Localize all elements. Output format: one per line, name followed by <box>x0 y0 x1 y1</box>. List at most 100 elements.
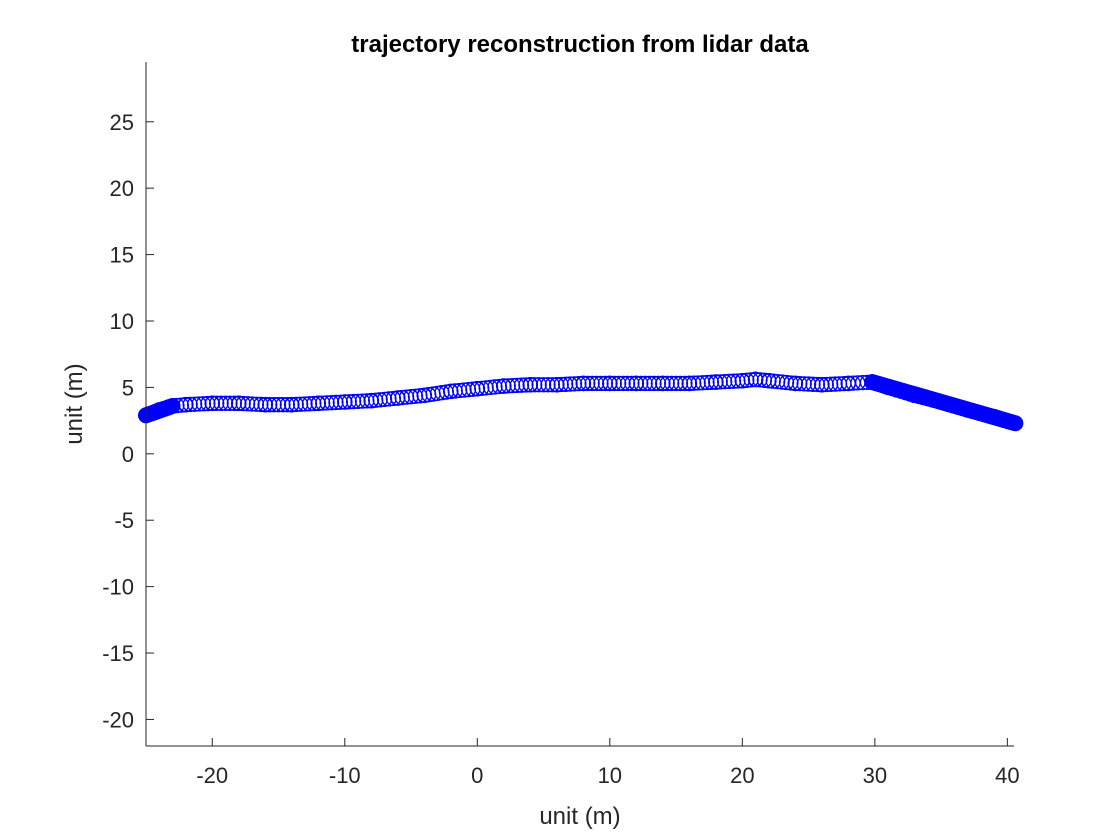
trajectory-point <box>496 378 512 394</box>
trajectory-marker <box>226 395 242 411</box>
trajectory-marker <box>739 372 755 388</box>
trajectory-marker <box>222 395 238 411</box>
trajectory-marker <box>248 396 265 412</box>
trajectory-marker <box>650 375 667 392</box>
trajectory-marker <box>566 376 583 392</box>
axes: -20 -10 0 10 20 30 40 -20 -15 -10 -5 0 5 10 15 20 25 <box>102 62 1020 788</box>
trajectory-point <box>655 375 671 392</box>
trajectory-marker <box>646 375 662 392</box>
trajectory-marker <box>611 375 627 392</box>
y-tick-label: 5 <box>122 375 134 400</box>
trajectory-marker-dense <box>1007 415 1024 432</box>
trajectory-point <box>469 380 486 397</box>
trajectory-marker <box>518 377 534 393</box>
trajectory-marker <box>553 376 569 393</box>
x-tick-label: 30 <box>863 763 887 788</box>
trajectory-marker <box>235 395 251 412</box>
trajectory-marker <box>624 375 640 392</box>
trajectory-point <box>602 375 618 392</box>
trajectory-marker <box>672 375 689 392</box>
x-tick-label: 20 <box>730 763 754 788</box>
trajectory-marker <box>743 372 759 388</box>
trajectory-point <box>787 375 804 392</box>
trajectory-marker <box>266 397 282 413</box>
trajectory-marker <box>332 394 349 410</box>
trajectory-marker <box>619 375 636 392</box>
x-axis-label: unit (m) <box>539 803 620 830</box>
trajectory-marker <box>637 375 653 392</box>
trajectory-marker <box>703 374 720 390</box>
trajectory-marker <box>359 393 375 409</box>
trajectory-point <box>814 376 830 393</box>
trajectory-marker <box>818 376 834 393</box>
trajectory-marker <box>686 375 702 391</box>
trajectory-marker <box>275 397 291 413</box>
trajectory-marker <box>213 395 229 411</box>
trajectory-marker <box>593 375 609 392</box>
trajectory-marker <box>301 396 318 412</box>
y-tick-label: 0 <box>122 442 134 467</box>
trajectory-marker <box>491 378 508 395</box>
trajectory-point <box>283 396 300 413</box>
x-tick-label: -20 <box>196 763 228 788</box>
trajectory-marker <box>540 377 556 393</box>
trajectory-point <box>204 395 221 412</box>
trajectory-marker <box>606 375 622 392</box>
trajectory-marker <box>262 397 278 413</box>
trajectory-point <box>310 395 327 412</box>
trajectory-point <box>442 383 459 400</box>
trajectory-marker <box>597 375 614 392</box>
trajectory-point <box>257 396 274 413</box>
trajectory-marker <box>633 375 649 392</box>
trajectory-marker <box>253 396 269 413</box>
trajectory-marker <box>778 374 795 391</box>
trajectory-marker <box>341 394 357 410</box>
trajectory-marker <box>319 395 335 411</box>
y-tick-label: -15 <box>102 641 134 666</box>
x-tick-label: 40 <box>995 763 1019 788</box>
trajectory-marker <box>186 396 203 412</box>
trajectory-marker <box>200 395 216 412</box>
trajectory-marker <box>504 377 521 394</box>
trajectory-marker <box>182 396 198 413</box>
chart-title: trajectory reconstruction from lidar dat… <box>351 31 809 58</box>
trajectory-marker <box>292 396 309 412</box>
trajectory-marker <box>513 377 530 393</box>
trajectory-marker <box>690 375 706 391</box>
trajectory-marker <box>725 373 742 389</box>
trajectory-marker <box>730 373 746 389</box>
data-series <box>138 371 1024 432</box>
trajectory-marker <box>345 393 362 410</box>
trajectory-marker <box>717 373 733 390</box>
x-tick-label: -10 <box>329 763 361 788</box>
trajectory-point <box>840 375 857 392</box>
trajectory-point <box>416 387 433 404</box>
trajectory-marker <box>527 377 543 393</box>
y-tick-label: -10 <box>102 575 134 600</box>
trajectory-point <box>363 392 380 409</box>
trajectory-marker <box>796 376 812 392</box>
trajectory-point <box>761 372 777 389</box>
trajectory-point <box>230 395 247 412</box>
trajectory-marker <box>354 393 371 409</box>
trajectory-marker <box>500 378 516 394</box>
trajectory-marker <box>809 376 826 393</box>
trajectory-marker <box>783 375 799 391</box>
trajectory-point <box>628 375 645 392</box>
y-tick-label: -20 <box>102 707 134 732</box>
trajectory-marker <box>699 374 715 391</box>
trajectory-marker <box>664 375 680 392</box>
trajectory-marker <box>544 377 561 393</box>
trajectory-marker <box>580 375 596 392</box>
trajectory-marker <box>805 376 821 392</box>
trajectory-marker <box>306 395 322 412</box>
trajectory-marker <box>531 377 547 393</box>
trajectory-marker <box>239 396 256 412</box>
trajectory-point <box>549 376 565 393</box>
trajectory-marker <box>677 375 693 392</box>
y-tick-label: 15 <box>110 243 134 268</box>
trajectory-marker <box>823 376 839 392</box>
trajectory-marker <box>209 395 225 411</box>
